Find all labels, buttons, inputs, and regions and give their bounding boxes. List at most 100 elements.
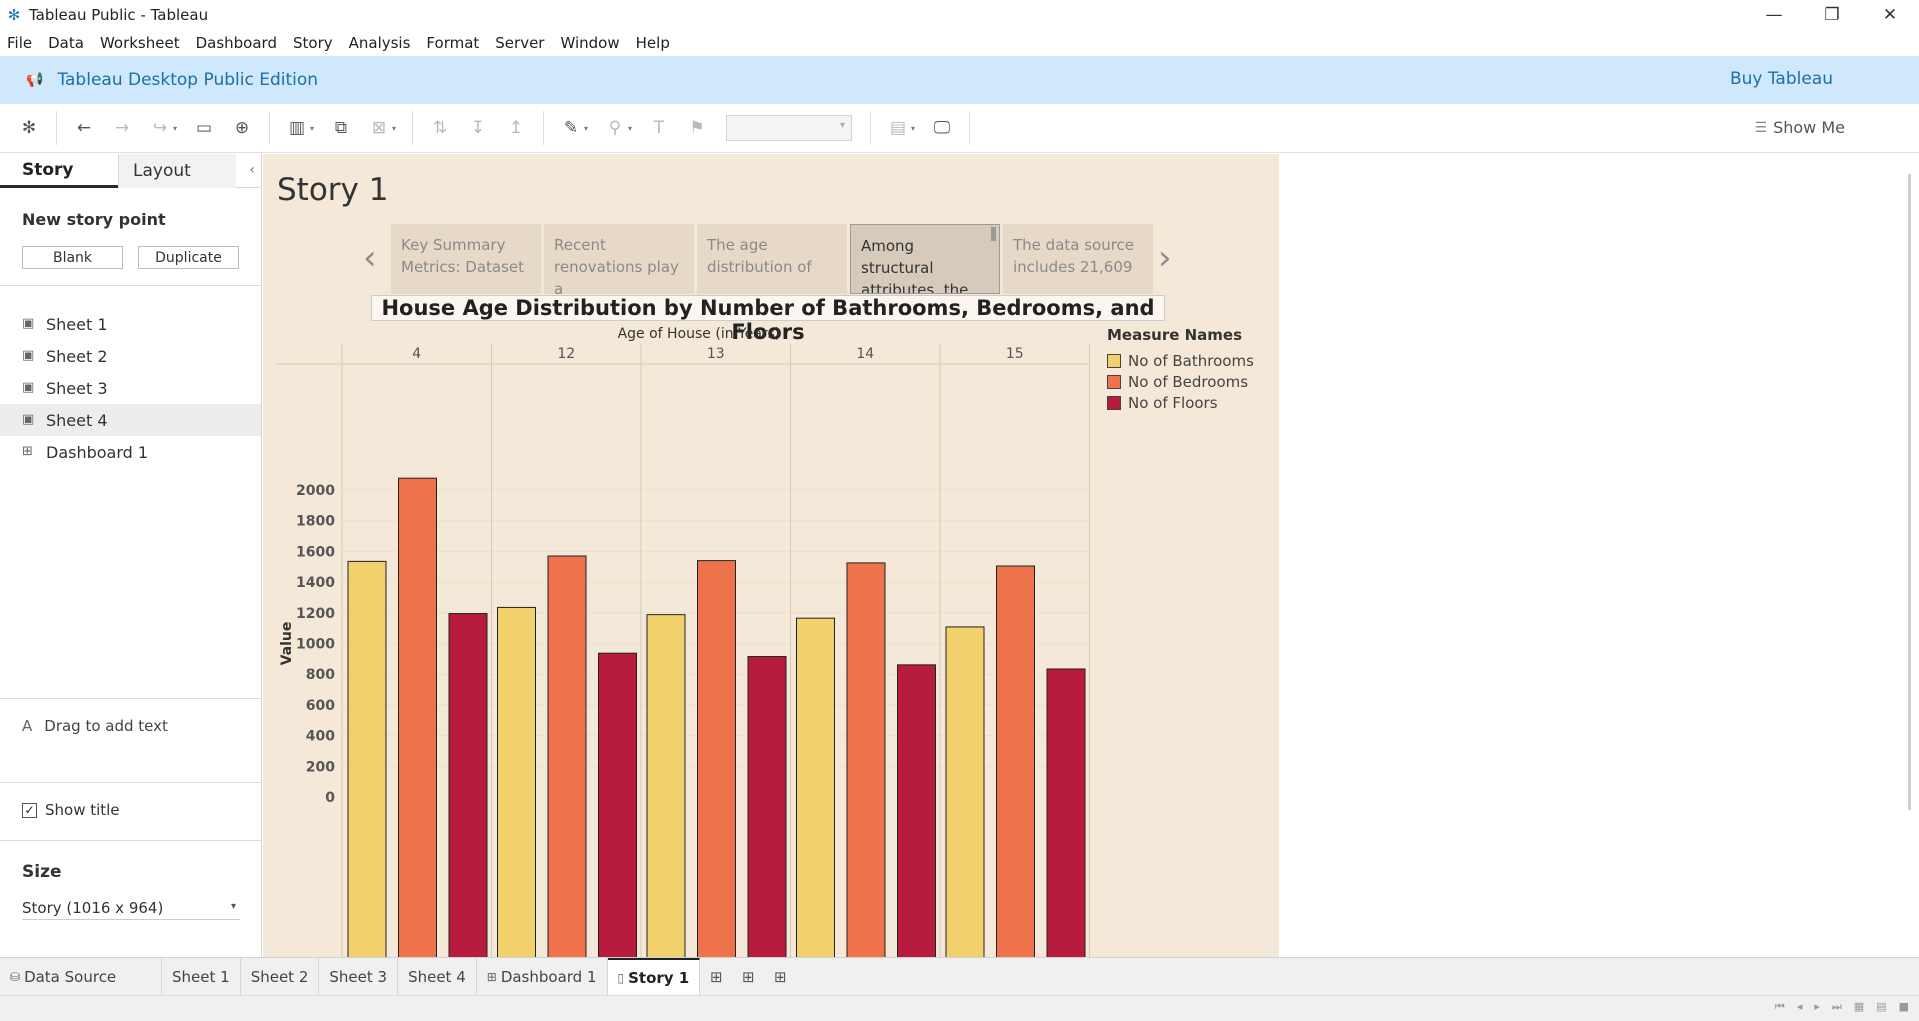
story-pane: Story Layout ‹ New story point Blank Dup… — [0, 154, 262, 957]
show-title-checkbox[interactable]: ✓ — [22, 802, 37, 818]
show-mark-labels-icon[interactable]: T — [653, 118, 665, 138]
new-data-source-icon[interactable]: ⊕ — [234, 118, 250, 138]
toolbar-separator — [969, 111, 970, 145]
drag-text-object[interactable]: A Drag to add text — [22, 717, 168, 735]
tab-dashboard-1[interactable]: ⊞ Dashboard 1 — [477, 957, 608, 996]
sheet-item-dashboard-1[interactable]: ⊞ Dashboard 1 — [0, 436, 261, 468]
y-axis-title: Value — [279, 622, 295, 666]
new-worksheet-dropdown-icon[interactable]: ▾ — [310, 123, 315, 133]
title-bar: ✻ Tableau Public - Tableau — ❐ ✕ — [0, 0, 1919, 29]
replay-icon[interactable]: ↪ — [152, 118, 168, 138]
show-title-label: Show title — [45, 801, 120, 819]
collapse-pane-icon[interactable]: ‹ — [249, 162, 255, 178]
new-dashboard-tab-icon[interactable]: ⊞ — [741, 967, 755, 986]
chart-title: House Age Distribution by Number of Bath… — [371, 295, 1165, 344]
menu-file[interactable]: File — [7, 33, 33, 52]
sheet-item-sheet-2[interactable]: ▣ Sheet 2 — [0, 340, 261, 372]
tab-data-source[interactable]: ⛁ Data Source — [0, 957, 162, 996]
last-sheet-icon[interactable]: ⏭ — [1831, 1000, 1842, 1013]
sheet-item-sheet-3[interactable]: ▣ Sheet 3 — [0, 372, 261, 404]
menu-window[interactable]: Window — [560, 33, 620, 52]
x-category-label: 14 — [856, 346, 874, 362]
vertical-scrollbar[interactable] — [1908, 174, 1911, 810]
show-cards-dropdown-icon[interactable]: ▾ — [911, 123, 916, 133]
new-worksheet-icon[interactable]: ▥ — [288, 118, 306, 138]
tab-sheet-3[interactable]: Sheet 3 — [319, 957, 399, 996]
legend-item-floors[interactable]: No of Floors — [1107, 392, 1277, 413]
next-sheet-icon[interactable]: ▸ — [1814, 1000, 1820, 1013]
sheet-label: Sheet 2 — [46, 346, 108, 366]
tableau-home-icon[interactable]: ✻ — [21, 118, 37, 138]
undo-icon[interactable]: ← — [76, 118, 92, 138]
clear-sheet-dropdown-icon[interactable]: ▾ — [392, 123, 397, 133]
fix-axes-icon[interactable]: ⚑ — [689, 118, 705, 138]
sheet-item-sheet-1[interactable]: ▣ Sheet 1 — [0, 308, 261, 340]
menu-analysis[interactable]: Analysis — [348, 33, 411, 52]
clear-sheet-icon[interactable]: ⊠ — [371, 118, 387, 138]
group-members-icon[interactable]: ⚲ — [608, 118, 622, 138]
redo-icon[interactable]: → — [114, 118, 130, 138]
menu-format[interactable]: Format — [426, 33, 480, 52]
minimize-icon[interactable]: — — [1765, 4, 1783, 25]
new-story-tab-icon[interactable]: ⊞ — [773, 967, 787, 986]
duplicate-button[interactable]: Duplicate — [138, 246, 239, 269]
fit-selector[interactable] — [726, 115, 852, 141]
first-sheet-icon[interactable]: ⏮ — [1774, 1000, 1785, 1013]
show-tabs-icon[interactable]: ■ — [1898, 1000, 1909, 1013]
show-sheet-sorter-icon[interactable]: ▦ — [1853, 1000, 1865, 1013]
close-icon[interactable]: ✕ — [1882, 4, 1898, 25]
story-point-1[interactable]: Key Summary Metrics: Dataset — [391, 224, 541, 294]
prev-sheet-icon[interactable]: ◂ — [1796, 1000, 1803, 1013]
tab-sheet-4[interactable]: Sheet 4 — [398, 957, 477, 996]
legend-item-bedrooms[interactable]: No of Bedrooms — [1107, 371, 1277, 392]
size-select[interactable]: Story (1016 x 964) ▾ — [22, 896, 240, 920]
highlight-icon[interactable]: ✎ — [563, 118, 579, 138]
buy-tableau-link[interactable]: Buy Tableau — [1729, 69, 1833, 89]
sort-descending-icon[interactable]: ↥ — [508, 118, 524, 138]
menu-worksheet[interactable]: Worksheet — [99, 33, 180, 52]
bar-no-of-bedrooms — [996, 565, 1035, 957]
highlight-dropdown-icon[interactable]: ▾ — [584, 123, 589, 133]
show-me-button[interactable]: ☰ Show Me — [1755, 118, 1845, 137]
y-tick-label: 1200 — [296, 606, 335, 622]
menu-server[interactable]: Server — [495, 33, 545, 52]
legend-item-bathrooms[interactable]: No of Bathrooms — [1107, 350, 1277, 371]
menu-story[interactable]: Story — [292, 33, 333, 52]
tab-sheet-2[interactable]: Sheet 2 — [241, 957, 320, 996]
pane-divider — [0, 698, 261, 699]
tab-story[interactable]: Story — [0, 154, 118, 188]
swap-rows-columns-icon[interactable]: ⇅ — [432, 118, 448, 138]
new-worksheet-tab-icon[interactable]: ⊞ — [709, 967, 723, 986]
tab-sheet-1[interactable]: Sheet 1 — [162, 957, 241, 996]
story-point-2[interactable]: Recent renovations play a — [544, 224, 694, 294]
save-icon[interactable]: ▭ — [195, 118, 213, 138]
bar-chart: Age of House (in Years) 0 200 400 600 800 1000… — [277, 326, 1090, 957]
y-tick-label: 600 — [306, 698, 335, 714]
menu-data[interactable]: Data — [48, 33, 84, 52]
tab-story-1[interactable]: ▯ Story 1 — [607, 957, 701, 996]
sheet-item-sheet-4[interactable]: ▣ Sheet 4 — [0, 404, 261, 436]
show-cards-icon[interactable]: ▤ — [889, 118, 907, 138]
show-filmstrip-icon[interactable]: ▤ — [1876, 1000, 1887, 1013]
y-tick-label: 200 — [306, 759, 335, 775]
edition-label: Tableau Desktop Public Edition — [57, 70, 319, 90]
story-point-3[interactable]: The age distribution of — [697, 224, 847, 294]
story-point-4[interactable]: Among structural attributes, the — [850, 224, 1000, 294]
bar-no-of-bedrooms — [398, 477, 437, 957]
blank-button[interactable]: Blank — [22, 246, 123, 269]
next-story-point-icon[interactable]: › — [1158, 238, 1172, 278]
show-me-icon: ☰ — [1754, 119, 1768, 136]
sort-ascending-icon[interactable]: ↧ — [470, 118, 486, 138]
previous-story-point-icon[interactable]: ‹ — [363, 238, 377, 278]
group-dropdown-icon[interactable]: ▾ — [628, 123, 633, 133]
restore-icon[interactable]: ❐ — [1824, 4, 1840, 25]
presentation-mode-icon[interactable]: 🖵 — [933, 118, 951, 138]
story-point-5[interactable]: The data source includes 21,609 — [1003, 224, 1153, 294]
replay-dropdown-icon[interactable]: ▾ — [173, 123, 178, 133]
show-title-option[interactable]: ✓ Show title — [22, 801, 120, 819]
menu-help[interactable]: Help — [635, 33, 670, 52]
tab-layout[interactable]: Layout — [118, 154, 236, 188]
duplicate-sheet-icon[interactable]: ⧉ — [334, 118, 348, 138]
menu-dashboard[interactable]: Dashboard — [195, 33, 277, 52]
y-tick-label: 1600 — [296, 544, 335, 560]
